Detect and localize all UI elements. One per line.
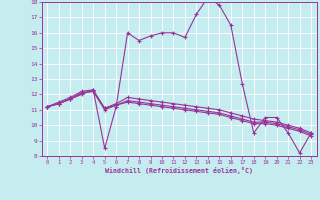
X-axis label: Windchill (Refroidissement éolien,°C): Windchill (Refroidissement éolien,°C) (105, 167, 253, 174)
